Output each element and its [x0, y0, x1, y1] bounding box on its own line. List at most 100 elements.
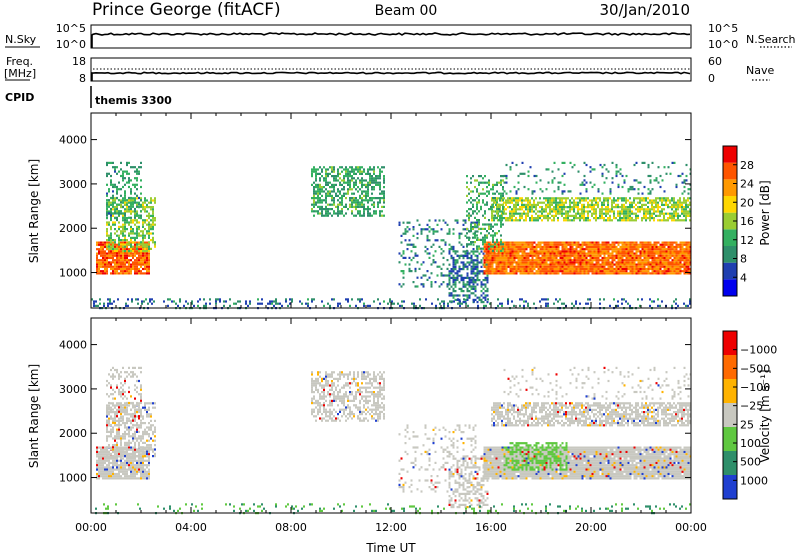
range-cell	[525, 197, 527, 200]
range-cell	[110, 207, 112, 211]
range-cell	[505, 174, 508, 178]
range-cell	[122, 177, 124, 180]
range-cell	[112, 203, 114, 206]
range-cell	[319, 186, 321, 189]
range-cell	[412, 245, 415, 248]
range-cell	[653, 252, 656, 255]
range-cell	[442, 263, 445, 266]
range-cell	[369, 214, 371, 217]
range-cell	[110, 228, 112, 231]
range-cell	[619, 254, 622, 257]
range-cell	[367, 304, 369, 307]
range-cell	[106, 194, 108, 197]
range-cell	[501, 254, 504, 257]
range-cell	[497, 241, 500, 244]
range-cell	[575, 250, 578, 253]
range-cell	[623, 179, 626, 182]
range-cell	[599, 265, 602, 268]
range-cell	[567, 270, 570, 273]
range-cell	[515, 248, 518, 251]
range-cell	[511, 199, 513, 202]
range-cell	[478, 199, 480, 202]
range-cell	[547, 206, 549, 209]
range-cell	[673, 272, 676, 275]
range-cell	[557, 188, 560, 191]
range-cell	[474, 298, 477, 301]
range-cell	[104, 265, 106, 268]
range-cell	[623, 250, 626, 253]
range-cell	[619, 214, 621, 217]
range-cell	[585, 252, 588, 255]
range-cell	[408, 243, 411, 246]
range-cell	[631, 206, 633, 209]
range-cell	[389, 298, 391, 301]
range-cell	[589, 263, 592, 266]
range-cell	[607, 241, 610, 244]
range-cell	[547, 201, 549, 204]
range-cell	[404, 263, 407, 266]
range-cell	[679, 203, 681, 206]
range-cell	[655, 263, 658, 266]
range-cell	[351, 170, 353, 173]
range-cell	[577, 201, 579, 204]
range-cell	[589, 170, 592, 173]
range-cell	[603, 245, 606, 249]
range-cell	[462, 250, 465, 253]
range-cell	[619, 245, 622, 249]
range-cell	[102, 259, 104, 262]
range-cell	[152, 232, 154, 235]
range-cell	[587, 241, 590, 244]
range-cell	[597, 217, 599, 220]
range-cell	[472, 270, 475, 273]
range-cell	[466, 257, 469, 260]
range-cell	[627, 261, 630, 264]
range-cell	[466, 175, 468, 178]
range-cell	[681, 243, 684, 246]
range-cell	[126, 256, 128, 260]
range-cell	[631, 254, 634, 257]
range-cell	[519, 241, 522, 244]
range-cell	[593, 256, 596, 260]
range-cell	[108, 243, 110, 246]
range-cell	[339, 197, 341, 200]
range-cell	[353, 214, 355, 217]
range-cell	[585, 261, 588, 264]
range-cell	[110, 239, 112, 242]
range-cell	[124, 199, 126, 202]
range-cell	[148, 259, 150, 262]
range-cell	[468, 252, 471, 255]
range-cell	[609, 270, 612, 273]
range-cell	[470, 201, 472, 204]
range-cell	[96, 477, 98, 480]
range-cell	[511, 241, 514, 244]
range-cell	[515, 270, 518, 273]
range-cell	[466, 245, 468, 248]
range-cell	[681, 254, 684, 257]
range-cell	[617, 300, 619, 303]
range-cell	[679, 267, 682, 271]
range-cell	[120, 267, 122, 271]
range-cell	[597, 267, 600, 271]
range-cell	[460, 268, 463, 271]
range-cell	[363, 194, 365, 197]
range-cell	[601, 267, 604, 271]
range-cell	[456, 272, 459, 275]
range-cell	[470, 272, 473, 275]
range-cell	[517, 203, 519, 206]
range-cell	[153, 300, 155, 303]
range-cell	[549, 259, 552, 262]
range-cell	[567, 254, 570, 257]
range-cell	[500, 249, 502, 252]
range-cell	[683, 259, 686, 262]
range-cell	[120, 225, 122, 228]
range-cell	[134, 223, 136, 226]
range-cell	[452, 290, 455, 293]
range-cell	[315, 175, 317, 178]
range-cell	[482, 201, 484, 204]
range-cell	[599, 212, 601, 215]
range-cell	[599, 263, 602, 266]
range-cell	[537, 214, 539, 217]
range-cell	[484, 175, 486, 178]
range-cell	[621, 210, 623, 213]
range-cell	[120, 199, 122, 202]
